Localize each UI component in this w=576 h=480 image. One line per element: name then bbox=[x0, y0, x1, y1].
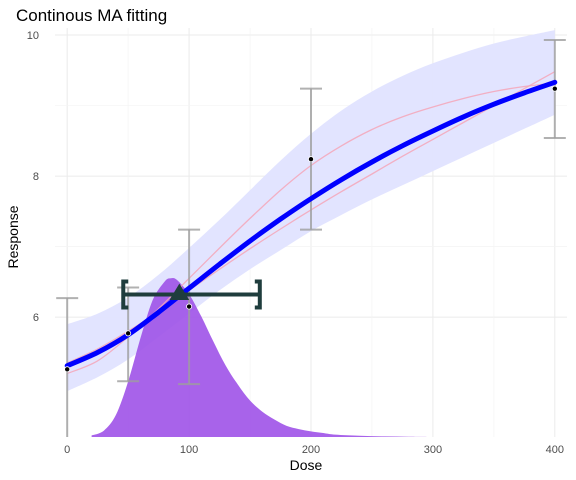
chart-title: Continous MA fitting bbox=[16, 6, 167, 25]
x-axis-title: Dose bbox=[290, 457, 323, 473]
bmdu-bracket bbox=[254, 279, 262, 310]
data-point bbox=[307, 156, 314, 163]
bmd-density bbox=[91, 278, 433, 437]
y-tick-label: 10 bbox=[27, 30, 39, 42]
y-axis-title: Response bbox=[5, 205, 21, 268]
bmd-density-area bbox=[91, 278, 433, 437]
observed-points bbox=[64, 85, 558, 373]
data-point bbox=[551, 85, 558, 92]
data-point bbox=[64, 366, 71, 373]
y-tick-label: 6 bbox=[33, 312, 39, 324]
x-tick-label: 0 bbox=[64, 444, 70, 456]
model-average-curve bbox=[64, 79, 558, 369]
bmdl-bracket bbox=[121, 279, 129, 310]
data-point bbox=[125, 330, 132, 337]
x-tick-label: 100 bbox=[180, 444, 198, 456]
axis-ticks: 0 100 200 300 400 6 8 10 bbox=[27, 30, 564, 456]
x-tick-label: 400 bbox=[546, 444, 564, 456]
data-point bbox=[186, 303, 193, 310]
x-tick-label: 300 bbox=[424, 444, 442, 456]
model-average-line bbox=[64, 79, 558, 369]
y-tick-label: 8 bbox=[33, 171, 39, 183]
bmd-marker bbox=[169, 283, 190, 301]
bmd-interval bbox=[121, 279, 262, 310]
x-tick-label: 200 bbox=[302, 444, 320, 456]
